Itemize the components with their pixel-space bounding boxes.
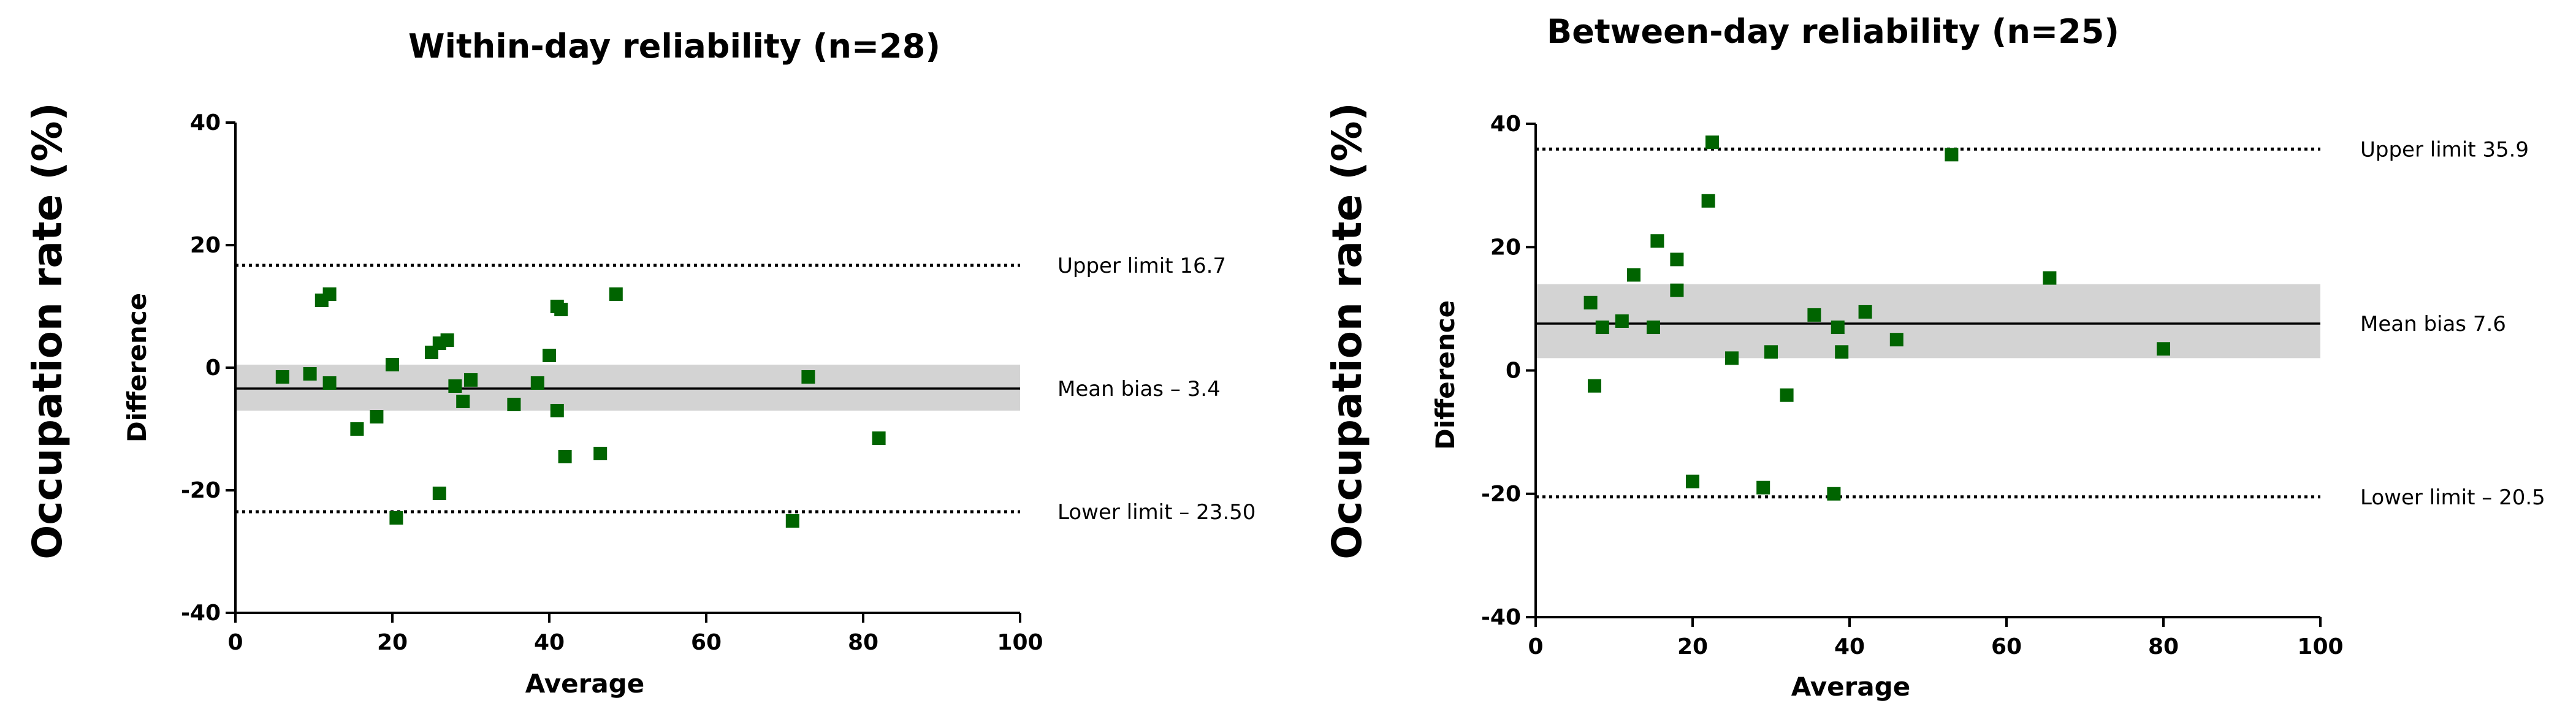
data-point (1615, 314, 1629, 328)
data-point (558, 450, 572, 463)
y-axis-label: Difference (122, 293, 152, 442)
data-point (1858, 305, 1872, 319)
data-point (464, 373, 478, 387)
axis-ticks: -40 -20 0 20 40 0 20 40 60 80 100 (181, 110, 1043, 655)
x-axis-label: Average (1791, 672, 1910, 702)
data-point (448, 379, 462, 393)
data-point (432, 487, 446, 500)
data-point (1756, 480, 1770, 495)
data-point (1835, 345, 1849, 359)
data-point (1650, 234, 1664, 248)
data-point (1725, 351, 1739, 365)
data-point (370, 410, 384, 423)
between-day-chart: Between-day reliability (n=25) Occupatio… (1324, 12, 2545, 702)
data-point (1705, 135, 1719, 150)
data-point (1670, 283, 1684, 297)
data-point (1583, 295, 1598, 309)
data-point (1945, 148, 1959, 162)
mean-bias-label: Mean bias – 3.4 (1057, 377, 1221, 401)
y-axis-label: Difference (1430, 300, 1460, 450)
data-point (1686, 474, 1699, 488)
data-point (1627, 268, 1640, 282)
outer-y-label: Occupation rate (%) (1324, 102, 1371, 559)
data-point (554, 303, 568, 316)
x-tick-label: 60 (1991, 634, 2022, 659)
lower-limit-label: Lower limit – 20.5 (2360, 485, 2545, 510)
x-tick-label: 80 (2148, 634, 2179, 659)
y-tick-label: -40 (1481, 605, 1521, 630)
data-point (1780, 388, 1794, 402)
data-point (303, 367, 317, 381)
y-tick-label: -40 (181, 601, 221, 626)
data-point (507, 398, 521, 411)
data-point (386, 358, 399, 371)
data-point (593, 447, 608, 460)
upper-limit-label: Upper limit 35.9 (2360, 137, 2529, 162)
data-point (801, 370, 815, 384)
y-tick-label: 0 (205, 355, 221, 381)
y-tick-label: 0 (1506, 359, 1521, 384)
data-point (872, 431, 886, 445)
data-point (1647, 321, 1660, 335)
y-tick-label: 20 (1490, 235, 1521, 260)
data-point (440, 333, 454, 347)
x-tick-label: 80 (848, 630, 878, 655)
axis-ticks: -40 -20 0 20 40 0 20 40 60 80 100 (1481, 112, 2344, 659)
x-tick-label: 0 (1528, 634, 1543, 659)
within-day-chart: Within-day reliability (n=28) Occupation… (24, 27, 1256, 699)
data-point (1827, 487, 1841, 501)
mean-bias-label: Mean bias 7.6 (2360, 312, 2506, 336)
lower-limit-label: Lower limit – 23.50 (1057, 500, 1256, 525)
upper-limit-label: Upper limit 16.7 (1057, 254, 1226, 278)
y-tick-label: -20 (1481, 482, 1521, 507)
data-point (543, 349, 556, 362)
x-tick-label: 0 (227, 630, 243, 655)
data-point (1807, 308, 1821, 322)
data-point (1588, 379, 1601, 393)
chart-title: Within-day reliability (n=28) (408, 27, 940, 66)
x-tick-label: 60 (691, 630, 722, 655)
y-tick-label: 40 (190, 110, 221, 135)
data-point (530, 376, 544, 390)
data-point (1889, 333, 1903, 347)
x-axis-label: Average (525, 669, 644, 699)
data-point (1764, 345, 1778, 359)
data-point (2157, 342, 2170, 356)
data-points (1583, 135, 2170, 501)
data-point (1670, 252, 1684, 267)
data-point (456, 395, 470, 408)
y-tick-label: -20 (181, 478, 221, 503)
data-point (275, 370, 289, 384)
outer-y-label: Occupation rate (%) (24, 102, 71, 559)
x-tick-label: 100 (997, 630, 1043, 655)
data-point (322, 287, 337, 301)
y-tick-label: 20 (190, 233, 221, 258)
data-point (1595, 321, 1609, 335)
data-point (2043, 271, 2057, 285)
chart-title: Between-day reliability (n=25) (1547, 12, 2119, 51)
data-point (322, 376, 337, 390)
x-tick-label: 20 (377, 630, 408, 655)
data-point (550, 404, 564, 417)
data-point (389, 511, 403, 525)
data-point (1831, 321, 1845, 335)
data-point (1701, 194, 1715, 208)
x-tick-label: 40 (1834, 634, 1865, 659)
confidence-band (1536, 284, 2320, 359)
data-point (609, 287, 623, 301)
y-tick-label: 40 (1490, 112, 1521, 137)
data-points (275, 287, 886, 528)
data-point (350, 422, 364, 436)
data-point (785, 514, 799, 528)
x-tick-label: 100 (2297, 634, 2343, 659)
x-tick-label: 40 (534, 630, 565, 655)
x-tick-label: 20 (1677, 634, 1708, 659)
